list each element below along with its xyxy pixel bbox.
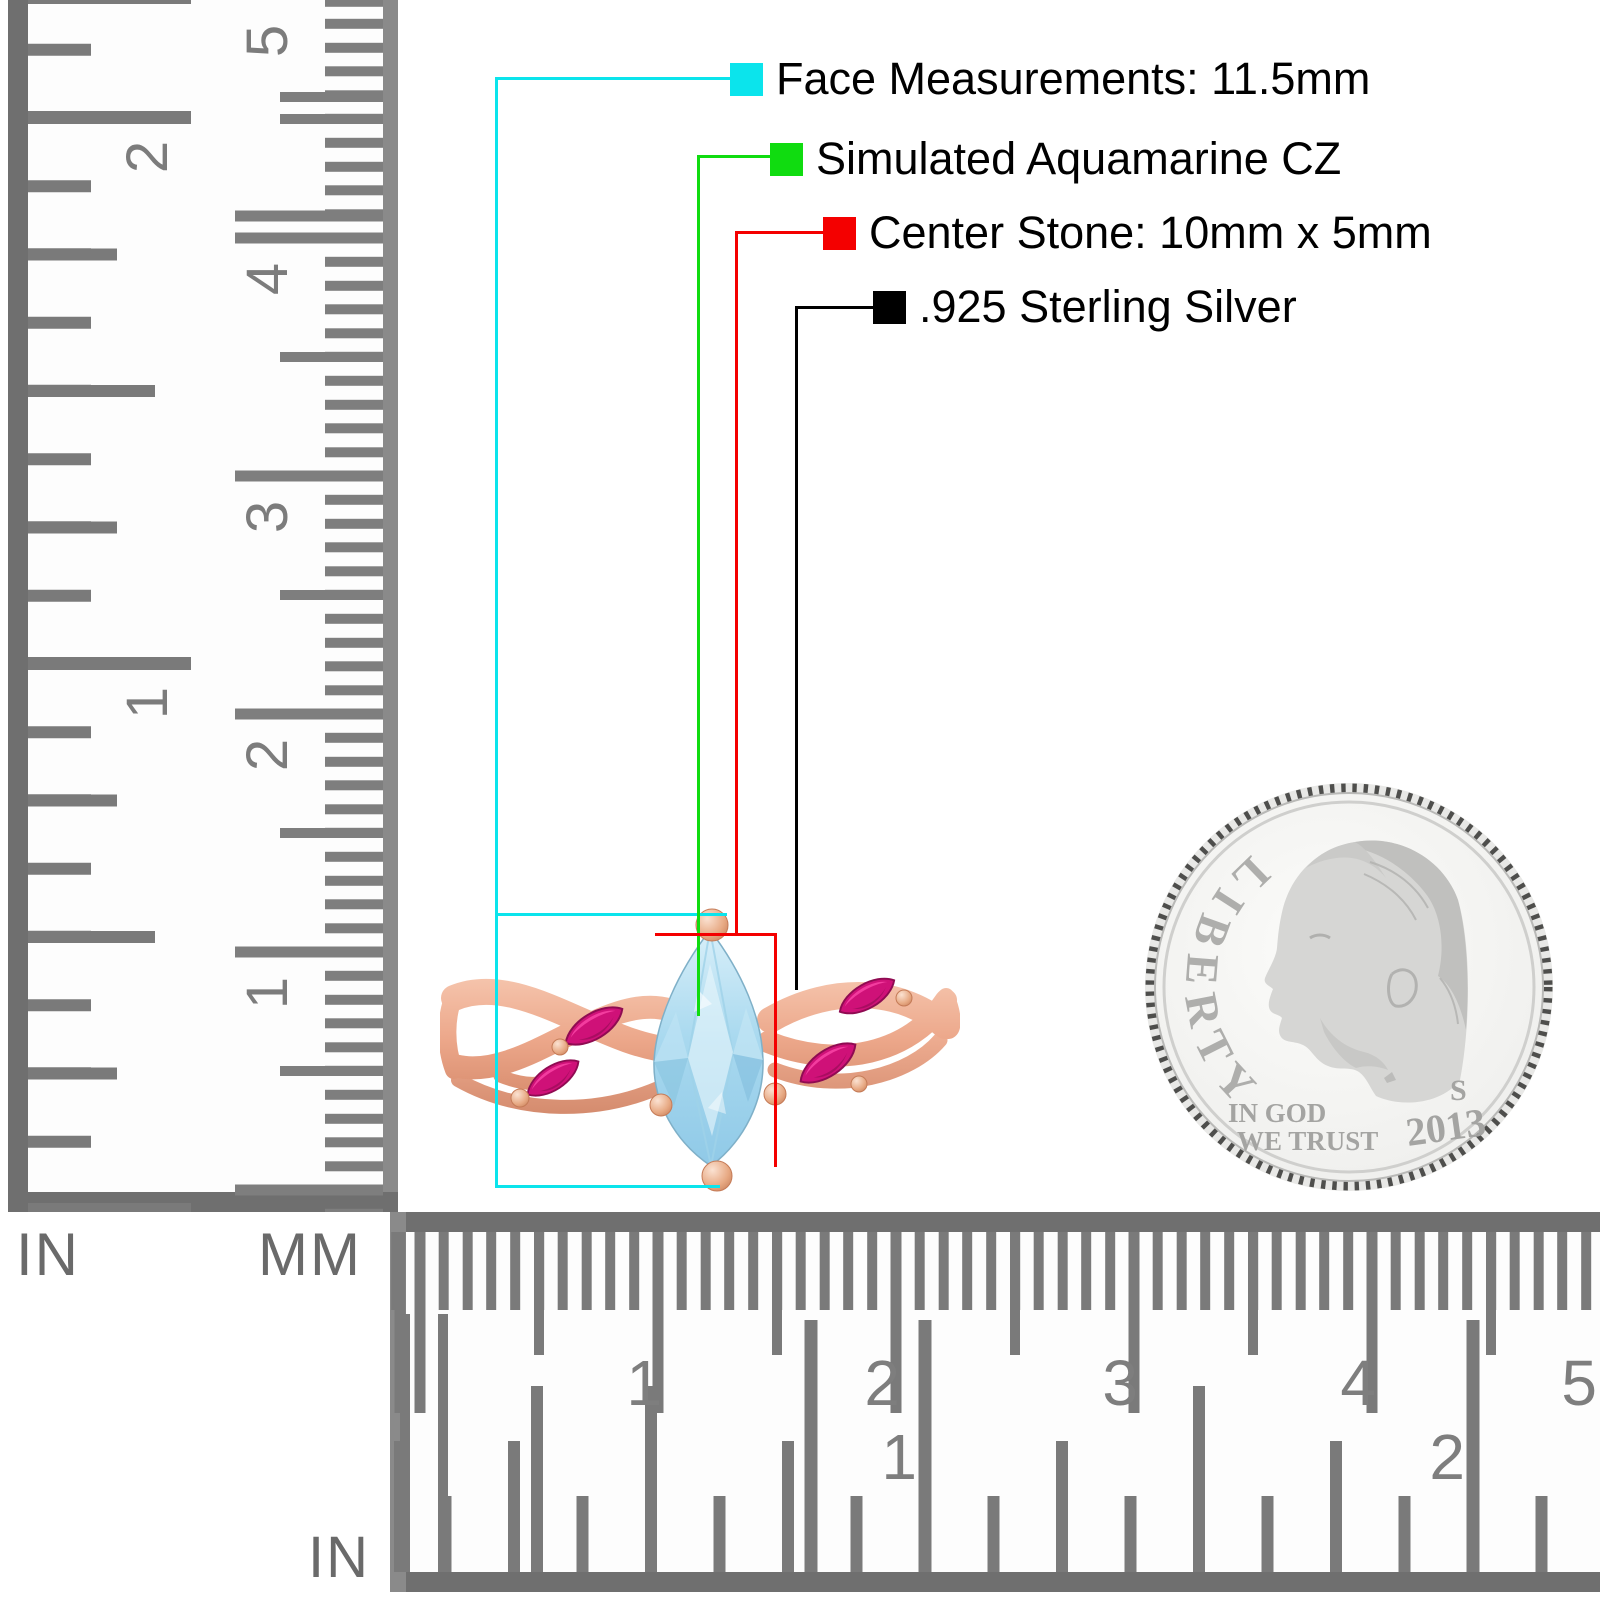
center-stone [653, 928, 764, 1167]
ruler-number: 5 [234, 24, 300, 58]
face-measurements-label: Face Measurements: 11.5mm [776, 53, 1371, 104]
stone-material-line-horizontal [697, 155, 770, 158]
coin-reeding [1145, 783, 1553, 1191]
prong [649, 908, 787, 1192]
face-measure-line-top [495, 77, 730, 80]
vertical-ruler-left-edge [8, 0, 28, 1212]
coin-inner-rim [1162, 800, 1536, 1174]
ring-photo [440, 908, 960, 1192]
face-measure-arm-top [495, 913, 727, 916]
ruler-number: 2 [1429, 1421, 1465, 1493]
vertical-ruler-cm-ticks [235, 0, 383, 1212]
metal-line-horizontal [795, 306, 873, 309]
center-stone-line-horizontal [735, 231, 823, 234]
horizontal-ruler: 1 2 3 4 5 1 2 [390, 1212, 1600, 1592]
roosevelt-portrait [1264, 840, 1468, 1103]
center-stone-swatch [823, 216, 856, 250]
metal-swatch [873, 290, 906, 324]
coin-motto-line2: WE TRUST [1237, 1126, 1378, 1156]
center-stone-label: Center Stone: 10mm x 5mm [869, 207, 1432, 258]
ruler-number: 1 [881, 1421, 917, 1493]
ruler-number: 5 [1561, 1347, 1597, 1419]
coin-year: 2013 [1403, 1099, 1488, 1155]
dime-coin: LIBERTY IN GOD WE TRUST S 2013 [1140, 778, 1558, 1196]
ruler-number: 2 [864, 1347, 900, 1419]
vertical-ruler-inch-unit-label: IN [16, 1221, 80, 1288]
horizontal-ruler-inch-unit-label: IN [308, 1525, 370, 1590]
ruler-number: 1 [626, 1347, 662, 1419]
stone-material-label: Simulated Aquamarine CZ [816, 133, 1342, 184]
coin-mint-mark: S [1450, 1074, 1467, 1107]
face-measure-line-vertical [495, 77, 498, 1187]
stone-material-swatch [770, 142, 803, 176]
ruler-number: 3 [234, 500, 300, 534]
face-measurements-swatch [730, 62, 763, 96]
vertical-ruler-mm-unit-label: MM [258, 1221, 362, 1288]
metal-line-vertical [795, 306, 798, 990]
legend-row-stone-material: Simulated Aquamarine CZ [770, 133, 1342, 184]
horizontal-ruler-bottom-edge [390, 1572, 1600, 1592]
horizontal-ruler-start-ticks [395, 1314, 455, 1572]
legend-row-center-stone: Center Stone: 10mm x 5mm [823, 207, 1432, 258]
ruler-number: 1 [114, 686, 180, 720]
ruler-number: 2 [234, 738, 300, 772]
center-stone-height-line [774, 933, 777, 1167]
legend-row-face-measurements: Face Measurements: 11.5mm [730, 53, 1371, 104]
legend-row-metal: .925 Sterling Silver [873, 281, 1297, 332]
metal-label: .925 Sterling Silver [919, 281, 1297, 332]
coin-motto-line1: IN GOD [1228, 1098, 1326, 1128]
center-stone-line-vertical [735, 231, 738, 936]
vertical-ruler-inch-ticks [28, 0, 191, 1212]
center-stone-width-line [655, 933, 777, 936]
ruler-number: 4 [1340, 1347, 1376, 1419]
ruler-number: 1 [234, 976, 300, 1010]
stone-material-line-vertical [697, 155, 700, 1016]
vertical-ruler-right-edge [383, 0, 398, 1212]
horizontal-ruler-inch-ticks [390, 1320, 1600, 1572]
ruler-number: 4 [234, 262, 300, 296]
ruler-number: 3 [1102, 1347, 1138, 1419]
face-measure-arm-bottom [495, 1185, 720, 1188]
vertical-ruler: 2 1 5 4 3 2 1 [8, 0, 398, 1212]
horizontal-ruler-top-edge [390, 1212, 1600, 1232]
ruler-number: 2 [114, 140, 180, 174]
